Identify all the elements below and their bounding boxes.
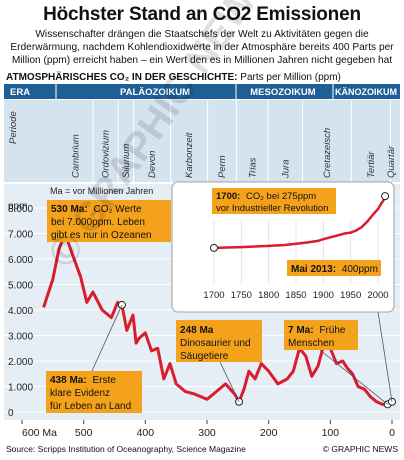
period-label: Silurium bbox=[121, 144, 132, 178]
credit-note: © GRAPHIC NEWS bbox=[322, 444, 398, 454]
era-paleozoic-label: PALÄOZOIKUM bbox=[120, 87, 190, 98]
callout-248-line1: Dinosaurier und bbox=[180, 338, 251, 349]
x-tick-label: 0 bbox=[389, 427, 395, 439]
y-axis-label: ppm bbox=[8, 201, 27, 212]
x-tick-label: 200 bbox=[260, 427, 278, 439]
callout-530-line3: gibt es nur in Ozeanen bbox=[51, 230, 152, 241]
inset-series-line bbox=[213, 195, 387, 250]
callout-7: 7 Ma: Frühe Menschen bbox=[284, 320, 358, 350]
callout-7-bold: 7 Ma: bbox=[288, 325, 314, 336]
page-title: Höchster Stand an CO2 Emissionen bbox=[43, 4, 361, 25]
period-label: Quartär bbox=[386, 145, 397, 178]
period-dividers bbox=[92, 100, 391, 182]
callout-2013-bold: Mai 2013: bbox=[291, 264, 336, 275]
y-tick-label: 3.000 bbox=[8, 332, 33, 343]
callout-leaders bbox=[64, 233, 393, 405]
callout-438-line3: für Leben an Land bbox=[50, 401, 131, 412]
inset-x-tick-label: 1900 bbox=[313, 290, 334, 301]
callout-530-line2: bei 7.000ppm. Leben bbox=[51, 217, 145, 228]
period-labels: Cambrium Ordovizium Silurium Devon Karbonzei… bbox=[71, 128, 398, 179]
inset-markers bbox=[210, 192, 390, 252]
svg-text:1700: CO₂ bei 275ppm: 1700: CO₂ bei 275ppm bbox=[216, 191, 316, 202]
callout-530: 530 Ma: CO₂ Werte bei 7.000ppm. Leben gi… bbox=[47, 200, 171, 242]
callout-leader bbox=[91, 304, 123, 372]
era-cenozoic-label: KÄNOZOIKUM bbox=[335, 87, 397, 97]
x-tick-label: 500 bbox=[75, 427, 93, 439]
x-tick-label: 400 bbox=[137, 427, 155, 439]
period-band bbox=[4, 100, 400, 182]
inset-x-tick-labels: 1700 1750 1800 1850 1900 1950 2000 bbox=[203, 290, 388, 301]
callout-2013: Mai 2013: 400ppm bbox=[287, 260, 381, 276]
callout-438-line1: Erste bbox=[92, 375, 116, 386]
inset-x-tick-label: 1800 bbox=[258, 290, 279, 301]
callout-530-line1: CO₂ Werte bbox=[93, 204, 142, 215]
callout-1700-line1: CO₂ bei 275ppm bbox=[246, 191, 316, 202]
x-tick-labels: 600 Ma 500 400 300 200 100 0 bbox=[21, 420, 395, 439]
x-tick-label: 100 bbox=[322, 427, 340, 439]
y-tick-label: 6.000 bbox=[8, 255, 33, 266]
x-tick-label: 300 bbox=[198, 427, 216, 439]
callout-1700-bold: 1700: bbox=[216, 191, 240, 202]
callout-7-line2: Menschen bbox=[288, 338, 334, 349]
inset-x-tick-label: 1700 bbox=[203, 290, 224, 301]
period-label: Jura bbox=[280, 160, 291, 179]
inset-marker bbox=[210, 243, 218, 252]
co2-series-line bbox=[42, 232, 394, 407]
callout-leader bbox=[319, 349, 388, 405]
svg-text:530 Ma: CO₂ Werte: 530 Ma: CO₂ Werte bbox=[51, 204, 142, 215]
era-label: ERA bbox=[10, 87, 30, 98]
era-mesozoic-label: MESOZOIKUM bbox=[250, 87, 316, 98]
callout-248-line2: Säugetiere bbox=[180, 351, 229, 362]
callout-248: 248 Ma Dinosaurier und Säugetiere bbox=[176, 320, 262, 362]
inset-x-tick-label: 1750 bbox=[231, 290, 252, 301]
inset-x-tick-label: 2000 bbox=[367, 290, 388, 301]
section-title: ATMOSPHÄRISCHES CO₂ IN DER GESCHICHTE: bbox=[6, 72, 238, 83]
y-tick-label: 2.000 bbox=[8, 357, 33, 368]
svg-text:7 Ma: Frühe: 7 Ma: Frühe bbox=[288, 325, 346, 336]
callout-1700: 1700: CO₂ bei 275ppm vor Industrieller R… bbox=[212, 188, 336, 214]
period-label: Devon bbox=[147, 151, 158, 178]
svg-text:Mai 2013: 400ppm: Mai 2013: 400ppm bbox=[291, 264, 378, 275]
y-tick-label: 5.000 bbox=[8, 281, 33, 292]
period-label: Perm bbox=[217, 155, 228, 178]
callout-leader bbox=[377, 311, 393, 402]
inset-marker bbox=[381, 192, 390, 201]
inset-chart: 1700 1750 1800 1850 1900 1950 2000 1700: CO₂ b… bbox=[171, 181, 395, 313]
section-unit: Parts per Million (ppm) bbox=[240, 72, 341, 83]
x-tick-label: 600 Ma bbox=[22, 427, 57, 439]
period-label: Cambrium bbox=[71, 134, 82, 178]
period-label: Ordovizium bbox=[101, 130, 112, 178]
y-tick-label: 4.000 bbox=[8, 306, 33, 317]
source-note: Source: Scripps Institution of Oceanogra… bbox=[6, 444, 246, 454]
section-heading: ATMOSPHÄRISCHES CO₂ IN DER GESCHICHTE: P… bbox=[6, 72, 402, 83]
y-tick-label: 1.000 bbox=[8, 383, 33, 394]
callout-7-line1: Frühe bbox=[319, 325, 346, 336]
ma-note: Ma = vor Millionen Jahren bbox=[50, 186, 153, 196]
era-header-bar bbox=[4, 84, 400, 99]
period-label: Tertiär bbox=[366, 151, 377, 178]
callout-248-bold: 248 Ma bbox=[180, 325, 214, 336]
callout-438: 438 Ma: Erste klare Evidenz für Leben an… bbox=[46, 371, 142, 413]
inset-x-tick-label: 1950 bbox=[340, 290, 361, 301]
callout-438-line2: klare Evidenz bbox=[50, 388, 110, 399]
svg-text:438 Ma: Erste: 438 Ma: Erste bbox=[50, 375, 116, 386]
co2-history-chart: ERA PALÄOZOIKUM MESOZOIKUM KÄNOZOIKUM Pe… bbox=[4, 84, 400, 439]
y-tick-label: 0 bbox=[8, 408, 14, 419]
y-tick-label: 7.000 bbox=[8, 230, 33, 241]
callout-1700-line2: vor Industrieller Revolution bbox=[216, 203, 328, 214]
callout-leader bbox=[219, 361, 240, 402]
inset-x-tick-label: 1850 bbox=[285, 290, 306, 301]
callout-2013-line1: 400ppm bbox=[342, 264, 378, 275]
period-label: Karbonzeit bbox=[184, 132, 195, 178]
period-header-label: Periode bbox=[8, 111, 19, 144]
callout-530-bold: 530 Ma: bbox=[51, 204, 88, 215]
period-label: Trias bbox=[247, 157, 258, 178]
y-tick-labels: 0 1.000 2.000 3.000 4.000 5.000 6.000 7.000 8.00… bbox=[8, 204, 33, 419]
page-subtitle: Wissenschafter drängen die Staatschefs d… bbox=[10, 29, 394, 66]
callout-438-bold: 438 Ma: bbox=[50, 375, 87, 386]
period-label: Cretazeisch bbox=[322, 128, 333, 178]
y-tick-label: 8.000 bbox=[8, 204, 33, 215]
